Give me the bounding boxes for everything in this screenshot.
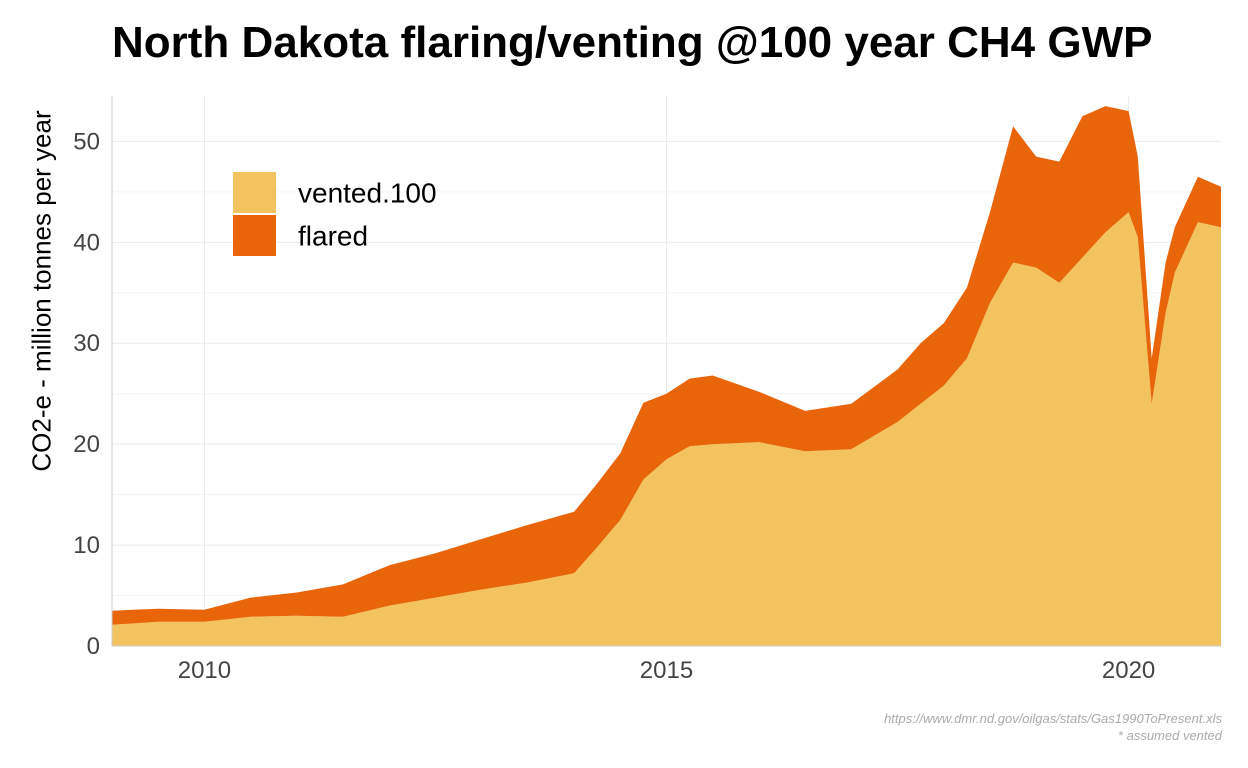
chart-title: North Dakota flaring/venting @100 year C…	[112, 18, 1153, 67]
area-flared	[112, 106, 1221, 625]
stacked-areas	[112, 106, 1221, 646]
y-tick-label: 20	[73, 431, 100, 458]
x-tick-label: 2020	[1102, 657, 1155, 684]
y-tick-label: 0	[87, 633, 100, 660]
legend-label: vented.100	[298, 178, 437, 209]
x-tick-label: 2015	[640, 657, 693, 684]
axes: 0 10 20 30 40 50 2010 2015 2020	[73, 96, 1221, 684]
y-tick-label: 10	[73, 532, 100, 559]
caption: https://www.dmr.nd.gov/oilgas/stats/Gas1…	[884, 710, 1222, 744]
source-url: https://www.dmr.nd.gov/oilgas/stats/Gas1…	[884, 711, 1222, 726]
legend-swatch	[233, 172, 276, 213]
y-tick-label: 50	[73, 128, 100, 155]
legend-swatch	[233, 215, 276, 256]
legend: vented.100 flared	[233, 172, 437, 256]
area-vented-100	[112, 212, 1221, 646]
caption-note: * assumed vented	[1117, 728, 1222, 743]
y-tick-label: 40	[73, 229, 100, 256]
x-tick-label: 2010	[178, 657, 231, 684]
legend-label: flared	[298, 221, 368, 252]
y-tick-label: 30	[73, 330, 100, 357]
